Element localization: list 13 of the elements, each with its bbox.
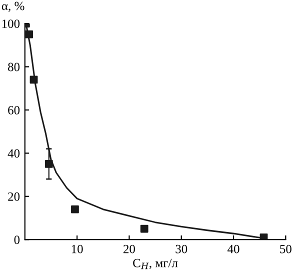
x-axis-title: C$_{Н}$, мг/л: [133, 258, 178, 270]
y-tick-label: 20: [8, 192, 20, 201]
x-tick-label: 30: [176, 244, 188, 254]
y-tick-label: 80: [8, 62, 20, 72]
x-tick-label: 40: [228, 244, 240, 254]
y-tick-label: 40: [8, 149, 20, 158]
x-tick-label: 20: [124, 244, 135, 254]
y-tick-label: 100: [2, 20, 20, 28]
y-axis-title: α, %: [2, 2, 24, 12]
x-tick-label: 50: [280, 244, 292, 254]
y-tick-label: 0: [14, 236, 20, 244]
x-tick-label: 10: [72, 244, 83, 254]
y-tick-label: 60: [8, 106, 20, 114]
